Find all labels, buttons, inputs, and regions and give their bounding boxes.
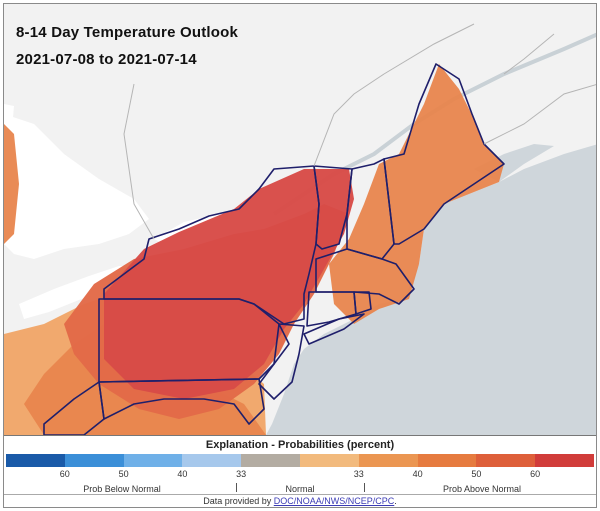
legend-swatch [64,454,124,467]
source-prefix: Data provided by [203,496,274,506]
legend-tick-labels: 60 50 40 33 33 40 50 60 [6,469,594,481]
map-title: 8-14 Day Temperature Outlook [16,24,239,41]
legend-swatch [299,454,359,467]
legend-tick-label: 50 [471,469,482,479]
prob-zone-40-50-northeast [329,64,504,324]
legend-tick-label: 60 [59,469,70,479]
atlantic-ocean [266,144,596,435]
legend-tick-label: 33 [353,469,364,479]
legend-divider-left [236,483,237,492]
legend-swatch [123,454,183,467]
long-island-outline [303,313,365,345]
map-canvas [4,4,596,435]
legend-tick-label: 50 [118,469,129,479]
source-suffix: . [394,496,397,506]
west-virginia-outline [43,381,105,435]
legend-swatch [241,454,300,467]
map-date-range: 2021-07-08 to 2021-07-14 [16,51,197,68]
normal-label: Normal [285,484,315,494]
legend-swatch [358,454,418,467]
legend-swatch [476,454,536,467]
outlook-map[interactable]: 8-14 Day Temperature Outlook 2021-07-08 … [4,4,596,435]
legend-swatch [6,454,65,467]
legend-swatch [417,454,477,467]
maine-outline [383,63,505,245]
below-normal-label: Prob Below Normal [83,484,161,494]
data-source-line: Data provided by DOC/NOAA/NWS/NCEP/CPC. [4,494,596,507]
legend-title: Explanation - Probabilities (percent) [205,439,395,451]
state-boundaries [43,63,505,435]
probability-legend: Explanation - Probabilities (percent) 60… [4,435,596,507]
legend-tick-label: 33 [236,469,247,479]
prob-zone-40-50-west [4,124,19,244]
legend-swatch [535,454,594,467]
legend-swatches [6,454,594,467]
above-normal-label: Prob Above Normal [442,484,522,494]
new-hampshire-outline [346,158,395,260]
rhode-island-outline [353,291,372,315]
legend-swatch [182,454,242,467]
prob-zone-60-plus [104,169,354,399]
maryland-delaware-outline [98,378,265,425]
legend-tick-label: 60 [530,469,541,479]
new-york-outline [103,165,320,325]
legend-tick-label: 40 [177,469,188,479]
legend-tick-label: 40 [412,469,423,479]
map-title-block: 8-14 Day Temperature Outlook 2021-07-08 … [16,24,238,68]
new-jersey-outline [258,323,305,400]
lake-huron [4,114,149,259]
outlook-frame: 8-14 Day Temperature Outlook 2021-07-08 … [3,3,597,508]
legend-divider-right [364,483,365,492]
country-borders [123,23,596,240]
source-link[interactable]: DOC/NOAA/NWS/NCEP/CPC [273,496,395,506]
